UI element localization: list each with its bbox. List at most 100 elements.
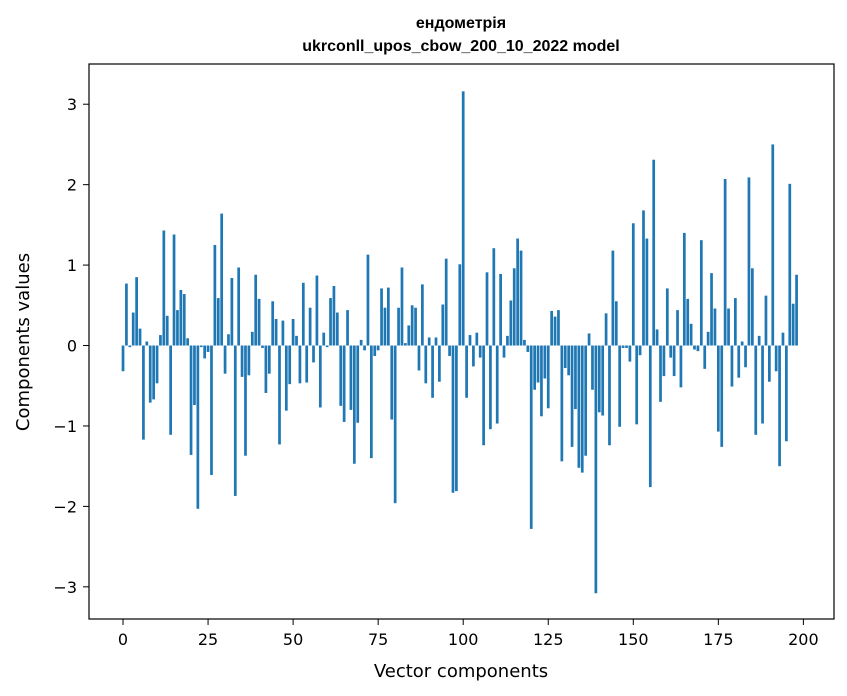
bar [533,345,536,390]
bar [744,345,747,368]
bar [628,345,632,362]
bar [723,179,727,346]
bar [451,345,455,493]
bar [199,345,203,348]
bar [485,272,489,346]
bar [193,345,196,406]
bar [162,230,166,346]
bar [356,345,360,423]
bar [754,345,758,435]
bar [264,345,268,393]
bar [240,345,244,377]
bar [220,213,224,346]
bar [271,301,275,346]
x-axis-ticks: 0 25 50 75 100 125 150 175 200 [118,619,819,649]
bar [138,328,142,346]
bar [380,288,383,346]
bar [655,329,659,346]
chart-title-line-1: ендометрія [416,15,506,32]
bar [757,335,761,346]
bar [325,345,329,348]
bar [512,268,516,346]
bar [791,303,795,346]
bar [601,345,605,416]
x-tick-label: 75 [368,630,388,649]
bar [448,345,451,356]
bar [400,267,404,346]
bar [155,345,159,384]
bar [176,310,179,346]
bar [710,273,713,346]
bar [560,345,564,462]
bar [597,345,601,413]
bar [761,345,764,424]
bar [315,275,319,346]
bar [482,345,485,446]
y-axis-label: Components values [13,253,34,431]
bar [795,274,798,346]
bar [274,318,278,346]
bar [376,345,380,351]
bar [553,316,557,346]
bar [577,345,581,468]
bar [404,343,407,346]
bar [407,325,411,346]
bar [563,345,567,369]
bar [216,298,220,346]
bar [417,345,421,371]
bar [584,345,588,456]
bar [618,345,622,427]
bar [665,288,669,346]
bar [727,308,730,346]
bar [468,335,472,346]
bar [359,339,363,346]
bar [682,232,686,346]
y-tick-label: −2 [53,497,77,516]
bar [257,298,261,346]
bar [383,307,387,346]
bar [203,345,207,359]
x-tick-label: 0 [118,630,128,649]
bar [169,345,172,435]
bar [523,339,526,346]
bar [495,345,499,424]
bar [424,345,428,384]
bar [638,345,642,356]
bar [557,310,560,346]
bar [182,294,186,346]
bar [455,345,458,492]
bar [366,254,370,346]
bar [427,337,431,346]
bar [390,345,394,420]
bar [308,307,312,346]
bar [281,320,285,346]
bar [611,250,615,346]
bar [441,304,445,346]
bar [458,264,462,346]
bar [128,345,132,348]
bar [693,345,696,350]
bar [206,345,210,352]
bar [492,248,496,346]
bar [625,345,628,348]
x-tick-label: 125 [533,630,564,649]
bar [516,238,519,346]
bar [587,333,591,346]
y-tick-label: 3 [67,95,77,114]
bar [254,274,258,346]
bar [233,345,237,496]
bar [284,345,288,411]
bar [489,345,492,430]
bar [751,268,754,346]
bar [621,345,625,348]
bar [142,345,145,440]
bar [165,315,169,346]
bar [145,341,149,346]
bar [291,318,295,346]
x-axis-label: Vector components [374,661,548,682]
chart-title-line-2: ukrconll_upos_cbow_200_10_2022 model [302,38,619,55]
bar [499,273,502,346]
bar [730,345,734,387]
bar [648,345,652,488]
bar [771,144,775,346]
